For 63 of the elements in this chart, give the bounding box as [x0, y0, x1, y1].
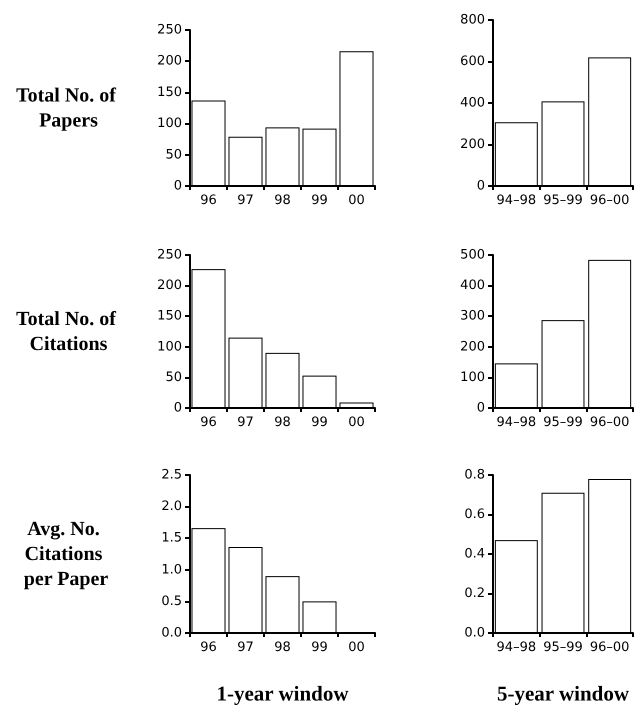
y-tick-label: 800 [460, 12, 485, 28]
y-tick-label: 0 [476, 400, 485, 416]
x-tick-label: 99 [311, 193, 328, 208]
y-tick-label: 200 [460, 137, 485, 152]
x-tick-label: 94–98 [496, 640, 536, 655]
y-tick-label: 600 [460, 54, 485, 69]
x-tick-label: 97 [237, 415, 254, 430]
x-tick-label: 96 [200, 193, 217, 208]
x-tick-label: 99 [311, 415, 328, 430]
y-tick-label: 2.5 [161, 468, 182, 482]
x-tick-label: 00 [348, 193, 365, 208]
y-tick-label: 0.8 [464, 468, 485, 482]
x-tick-label: 97 [237, 640, 254, 655]
y-tick-label: 250 [157, 248, 182, 262]
y-tick-label: 0 [476, 178, 485, 194]
y-tick-label: 2.0 [161, 499, 182, 514]
y-tick-label: 200 [157, 278, 182, 294]
y-tick-label: 100 [157, 339, 182, 354]
x-axis-title: 5-year window [496, 682, 630, 706]
x-tick-label: 96 [200, 415, 217, 430]
y-tick-label: 200 [157, 54, 182, 69]
x-tick-label: 95–99 [543, 415, 583, 430]
y-tick-label: 100 [157, 116, 182, 132]
x-tick-label: 96–00 [590, 193, 630, 208]
x-tick-label: 96–00 [590, 415, 630, 430]
x-tick-label: 95–99 [543, 640, 583, 655]
y-tick-label: 50 [165, 147, 182, 162]
y-tick-label: 250 [157, 22, 182, 38]
y-tick-label: 300 [460, 308, 485, 324]
y-tick-label: 1.0 [161, 562, 182, 578]
x-tick-label: 97 [237, 193, 254, 208]
y-tick-label: 0.6 [464, 507, 485, 522]
y-tick-label: 400 [460, 278, 485, 294]
y-tick-label: 50 [165, 370, 182, 385]
y-tick-label: 0.0 [464, 626, 485, 640]
x-tick-label: 00 [348, 415, 365, 430]
y-axis-title: Avg. No. Citations per Paper [24, 518, 108, 590]
x-axis-title: 1-year window [216, 682, 350, 706]
y-tick-label: 0.0 [161, 626, 182, 640]
x-tick-label: 94–98 [496, 415, 536, 430]
y-tick-label: 500 [460, 248, 485, 262]
x-tick-label: 98 [274, 640, 291, 655]
y-tick-label: 100 [460, 370, 485, 385]
y-tick-label: 150 [157, 84, 182, 100]
x-tick-label: 98 [274, 193, 291, 208]
y-tick-label: 400 [460, 96, 485, 110]
y-tick-label: 150 [157, 308, 182, 324]
x-tick-label: 96 [200, 640, 217, 655]
x-tick-label: 99 [311, 640, 328, 655]
y-tick-label: 1.5 [161, 530, 182, 546]
y-axis-title: Total No. of Papers [16, 84, 116, 132]
x-tick-label: 96–00 [590, 640, 630, 655]
y-tick-label: 0.5 [161, 594, 182, 609]
x-tick-label: 94–98 [496, 193, 536, 208]
x-tick-label: 95–99 [543, 193, 583, 208]
y-tick-label: 0 [174, 178, 182, 194]
x-tick-label: 98 [274, 415, 291, 430]
y-tick-label: 0 [174, 400, 182, 416]
y-tick-label: 0.4 [464, 546, 485, 562]
y-tick-label: 0.2 [464, 586, 485, 601]
y-tick-label: 200 [460, 339, 485, 354]
y-axis-title: Total No. of Citations [16, 308, 116, 355]
x-tick-label: 00 [348, 640, 365, 655]
